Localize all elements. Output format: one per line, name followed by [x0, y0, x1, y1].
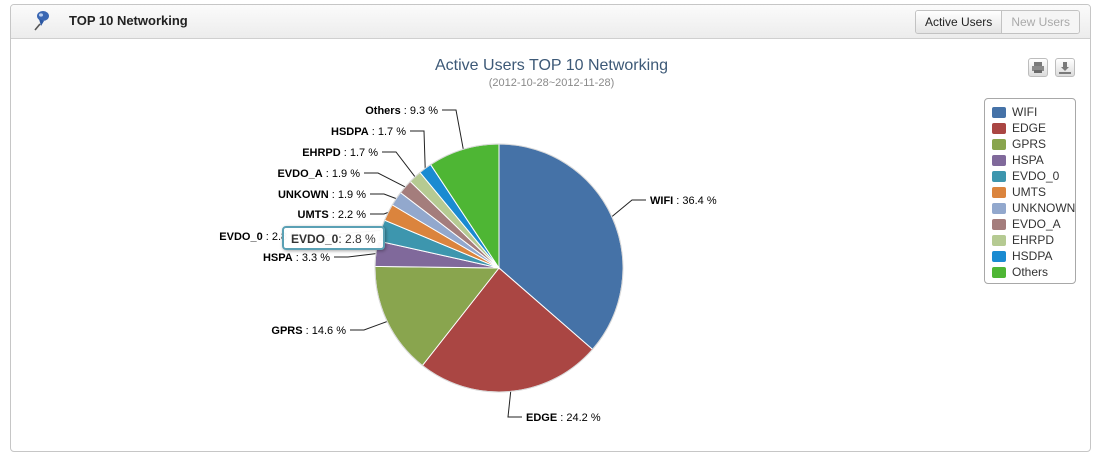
- print-button[interactable]: [1028, 58, 1048, 77]
- slice-data-label: EHRPD : 1.7 %: [302, 147, 378, 159]
- label-connector: [442, 109, 464, 150]
- slice-data-label: HSPA : 3.3 %: [263, 252, 330, 264]
- legend-label: UNKNOWN: [1012, 201, 1076, 215]
- slice-data-label: GPRS : 14.6 %: [271, 325, 346, 337]
- legend-swatch: [992, 219, 1006, 230]
- legend-swatch: [992, 155, 1006, 166]
- tooltip: EVDO_0: 2.8 %: [282, 226, 385, 250]
- legend-label: GPRS: [1012, 137, 1047, 151]
- legend-swatch: [992, 235, 1006, 246]
- label-connector: [507, 391, 522, 418]
- legend-swatch: [992, 171, 1006, 182]
- panel-header: TOP 10 Networking Active Users New Users: [11, 5, 1090, 39]
- legend-swatch: [992, 107, 1006, 118]
- label-connector: [364, 172, 406, 188]
- slice-data-label: EDGE : 24.2 %: [526, 412, 601, 424]
- slice-data-label: WIFI : 36.4 %: [650, 195, 717, 207]
- label-connector: [382, 151, 416, 178]
- pushpin-icon: [34, 11, 49, 31]
- download-button[interactable]: [1055, 58, 1075, 77]
- legend-label: EHRPD: [1012, 233, 1055, 247]
- print-icon: [1032, 62, 1044, 73]
- tab-new-users[interactable]: New Users: [1002, 11, 1079, 33]
- tooltip-value: 2.8 %: [345, 232, 376, 246]
- label-connector: [350, 321, 388, 331]
- panel-title: TOP 10 Networking: [69, 13, 188, 28]
- legend-label: HSPA: [1012, 153, 1044, 167]
- chart-subtitle: (2012-10-28~2012-11-28): [488, 77, 615, 89]
- tab-active-users[interactable]: Active Users: [915, 11, 1003, 33]
- legend-label: EDGE: [1012, 121, 1047, 135]
- slice-data-label: UMTS : 2.2 %: [298, 209, 367, 221]
- tooltip-label: EVDO_0: [291, 232, 339, 246]
- legend-label: HSDPA: [1012, 249, 1053, 263]
- user-type-tabs: Active Users New Users: [914, 10, 1080, 34]
- label-connector: [410, 130, 426, 169]
- pie-outline: [374, 143, 624, 393]
- legend: WIFI EDGE GPRS HSPA EVDO_0 UMTS UNKNOWN EVDO_A E…: [984, 98, 1076, 284]
- legend-label: EVDO_0: [1012, 169, 1060, 183]
- legend-swatch: [992, 187, 1006, 198]
- slice-data-label: UNKOWN : 1.9 %: [278, 189, 366, 201]
- legend-swatch: [992, 251, 1006, 262]
- legend-label: Others: [1012, 265, 1049, 279]
- slice-data-label: Others : 9.3 %: [365, 105, 438, 117]
- legend-swatch: [992, 139, 1006, 150]
- slice-data-label: EVDO_A : 1.9 %: [277, 168, 360, 180]
- label-connector: [370, 211, 389, 215]
- legend-swatch: [992, 203, 1006, 214]
- legend-label: WIFI: [1012, 105, 1038, 119]
- chart-title: Active Users TOP 10 Networking: [435, 57, 668, 74]
- label-connector: [611, 199, 646, 217]
- legend-swatch: [992, 267, 1006, 278]
- legend-label: EVDO_A: [1012, 217, 1061, 231]
- download-icon: [1059, 62, 1071, 74]
- label-connector: [334, 253, 376, 258]
- slice-data-label: HSDPA : 1.7 %: [331, 126, 406, 138]
- label-connector: [370, 193, 397, 200]
- legend-swatch: [992, 123, 1006, 134]
- legend-label: UMTS: [1012, 185, 1046, 199]
